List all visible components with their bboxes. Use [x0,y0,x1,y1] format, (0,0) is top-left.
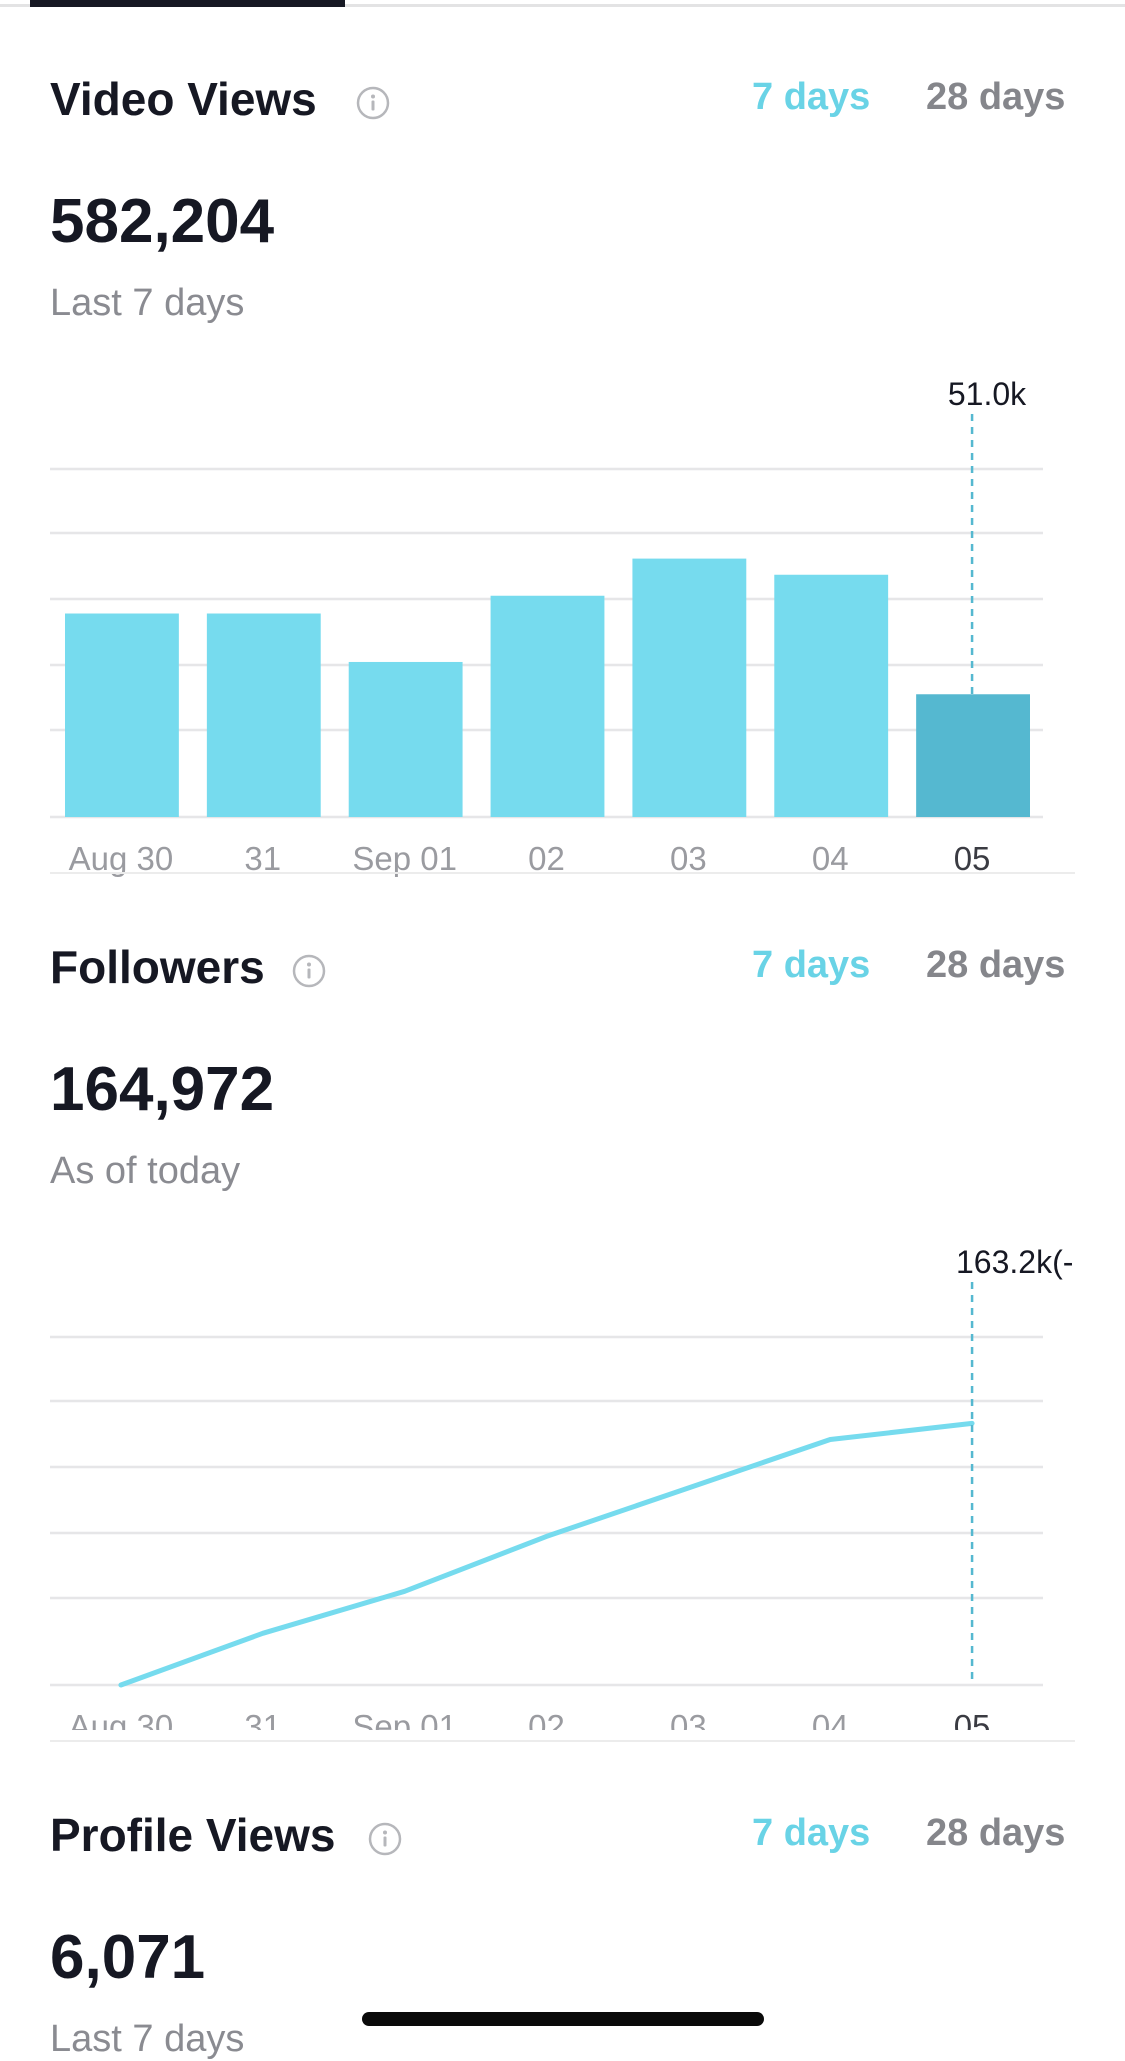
info-icon[interactable] [356,86,390,120]
series-line [121,1423,972,1685]
followers-title: Followers [50,940,265,994]
x-tick-label: 31 [244,1708,281,1730]
x-tick-label: 02 [528,1708,565,1730]
followers-tooltip: 163.2k(- [956,1244,1073,1280]
active-tab-indicator [30,0,345,7]
x-tick-label: 05 [954,1708,991,1730]
bar [632,559,746,817]
info-icon[interactable] [292,954,326,988]
home-indicator [362,2012,764,2026]
range-7-days-button[interactable]: 7 days [752,1812,870,1855]
profile-views-total: 6,071 [50,1922,205,1993]
followers-caption: As of today [50,1150,240,1193]
x-tick-label: Sep 01 [352,1708,457,1730]
section-divider [50,872,1075,874]
followers-section: Followers 7 days 28 days 164,972 As of t… [0,940,1125,1740]
video-views-section: Video Views 7 days 28 days 582,204 Last … [0,72,1125,892]
range-7-days-button[interactable]: 7 days [752,944,870,987]
range-28-days-button[interactable]: 28 days [926,944,1065,987]
profile-views-title: Profile Views [50,1808,336,1862]
bar [349,662,463,817]
x-tick-label: Aug 30 [69,1708,174,1730]
bar [774,575,888,817]
bar [65,614,179,817]
followers-line-chart[interactable]: Aug 30 31 Sep 01 02 03 04 05 163.2k(- [0,1240,1125,1730]
bar [916,694,1030,817]
video-views-total: 582,204 [50,186,274,257]
range-7-days-button[interactable]: 7 days [752,76,870,119]
followers-total: 164,972 [50,1054,274,1125]
range-28-days-button[interactable]: 28 days [926,76,1065,119]
profile-views-caption: Last 7 days [50,2018,244,2061]
bar [207,614,321,817]
x-tick-label: 04 [812,1708,849,1730]
bar [491,596,605,817]
x-tick-label: 03 [670,1708,707,1730]
video-views-caption: Last 7 days [50,282,244,325]
info-icon[interactable] [368,1822,402,1856]
section-divider [50,1740,1075,1742]
video-views-title: Video Views [50,72,317,126]
video-views-tooltip: 51.0k [948,376,1027,412]
range-28-days-button[interactable]: 28 days [926,1812,1065,1855]
